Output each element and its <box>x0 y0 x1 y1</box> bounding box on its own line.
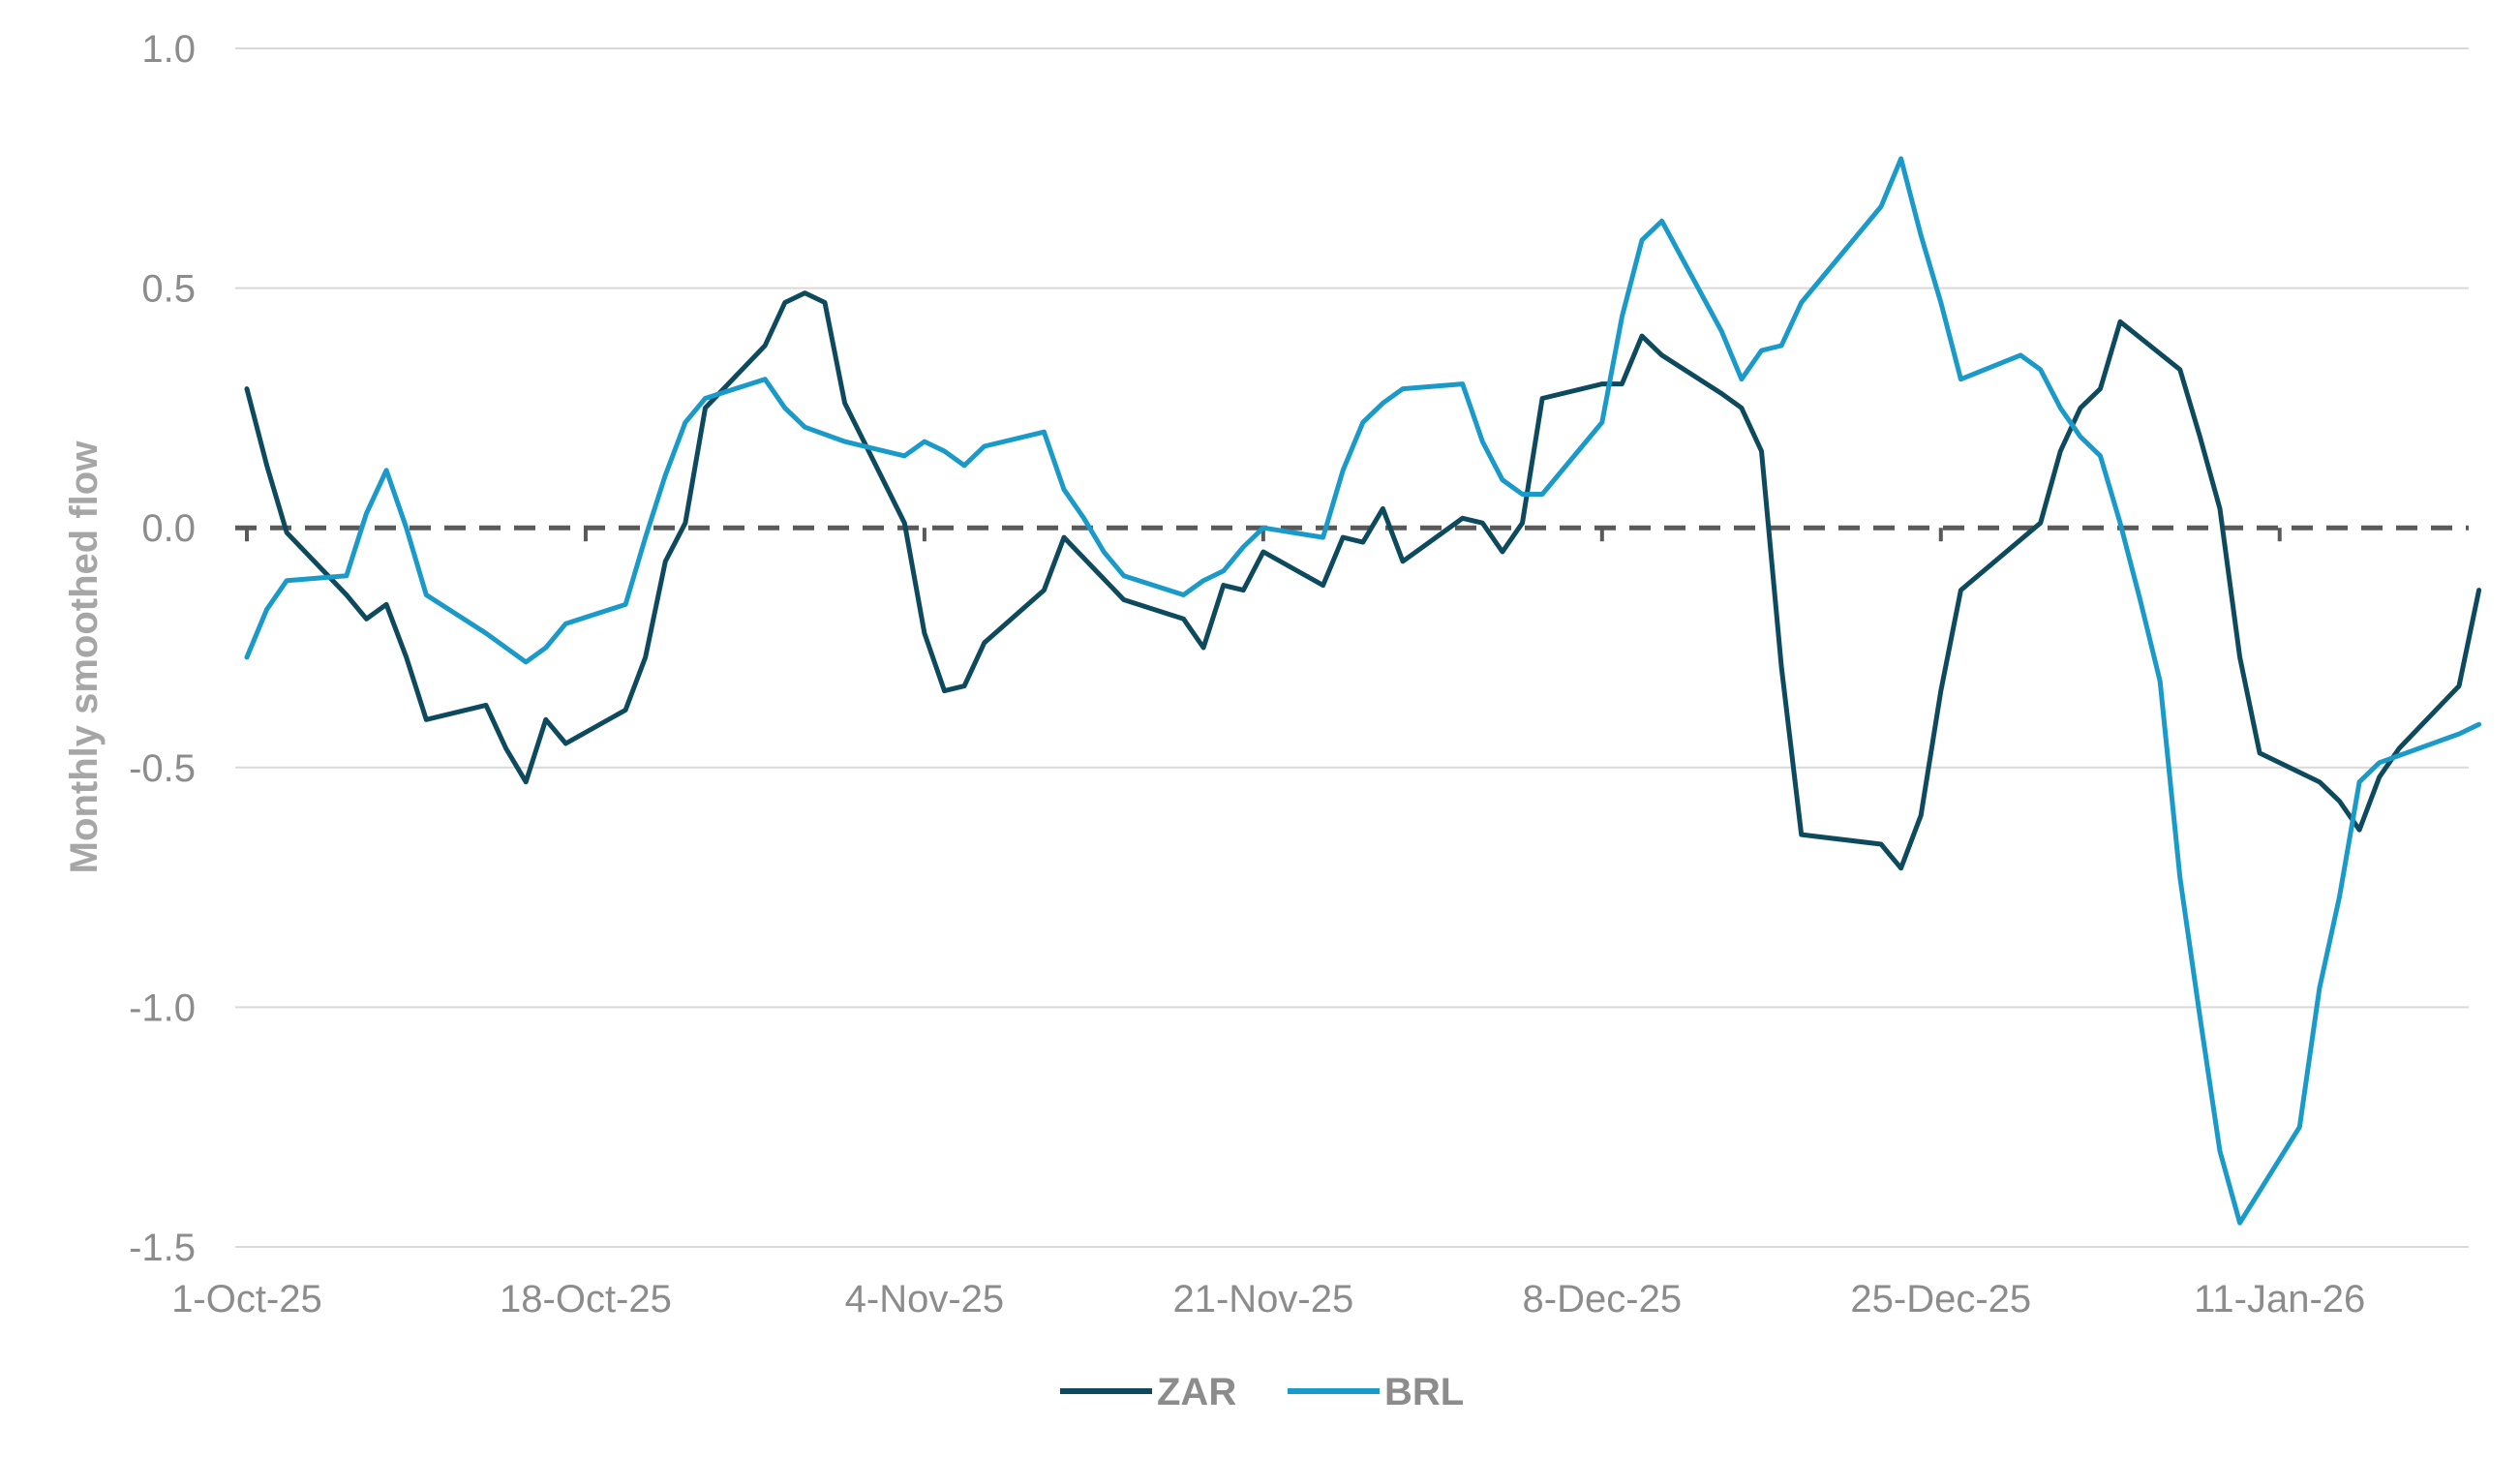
x-tick-label: 11-Jan-26 <box>2194 1278 2365 1320</box>
legend: ZAR BRL <box>1060 1371 1464 1413</box>
x-tick-label: 1-Oct-25 <box>171 1278 322 1320</box>
y-tick-label: 0.0 <box>141 507 196 550</box>
x-tick-label: 4-Nov-25 <box>845 1278 1005 1320</box>
y-axis-title: Monthly smoothed flow <box>63 440 106 874</box>
y-tick-label: -1.5 <box>129 1227 196 1269</box>
x-tick-label: 18-Oct-25 <box>500 1278 672 1320</box>
gridlines <box>235 47 2469 1248</box>
x-tick-label: 25-Dec-25 <box>1850 1278 2031 1320</box>
legend-label-brl: BRL <box>1384 1371 1464 1413</box>
y-tick-label: 0.5 <box>141 268 196 311</box>
x-tick-label: 8-Dec-25 <box>1523 1278 1683 1320</box>
x-tick-label: 21-Nov-25 <box>1172 1278 1353 1320</box>
series-line-zar <box>244 290 2482 871</box>
legend-label-zar: ZAR <box>1157 1371 1236 1413</box>
y-axis-tick-labels: 1.0 0.5 0.0 -0.5 -1.0 -1.5 <box>129 28 196 1269</box>
series-lines <box>244 156 2482 1226</box>
y-tick-label: -0.5 <box>129 747 196 790</box>
series-line-brl <box>244 156 2482 1226</box>
y-tick-label: 1.0 <box>141 28 196 71</box>
x-axis-tick-labels: 1-Oct-25 18-Oct-25 4-Nov-25 21-Nov-25 8-Dec-… <box>171 1278 2365 1320</box>
y-tick-label: -1.0 <box>129 987 196 1029</box>
